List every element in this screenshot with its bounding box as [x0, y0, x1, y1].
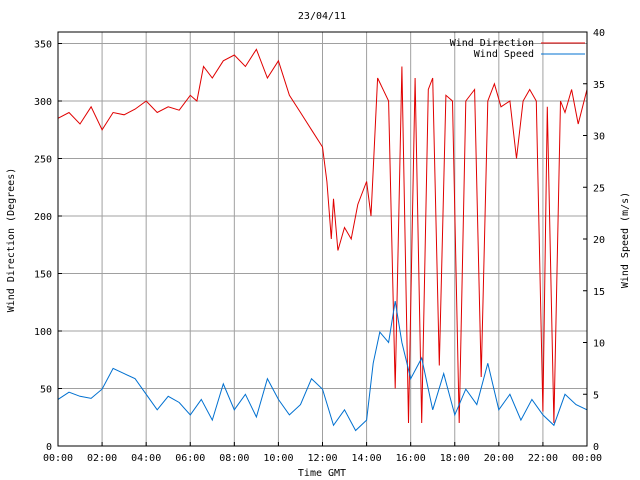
y2-tick-label-3: 15	[593, 287, 605, 298]
y-axis-label: Wind Direction (Degrees)	[6, 168, 17, 313]
y2-tick-label-1: 5	[593, 390, 599, 401]
x-tick-label-4: 08:00	[219, 453, 249, 464]
y2-tick-label-2: 10	[593, 339, 605, 350]
y2-tick-label-4: 20	[593, 235, 605, 246]
y-tick-label-4: 200	[34, 212, 52, 223]
y-tick-label-7: 350	[34, 40, 52, 51]
y-tick-label-6: 300	[34, 97, 52, 108]
x-axis-label: Time GMT	[298, 468, 346, 479]
y-tick-label-0: 0	[46, 442, 52, 453]
x-tick-label-2: 04:00	[131, 453, 161, 464]
series-layer	[57, 48, 588, 432]
x-tick-label-8: 16:00	[396, 453, 426, 464]
y2-tick-label-7: 35	[593, 80, 605, 91]
y2-tick-label-6: 30	[593, 132, 605, 143]
legend: Wind Direction Wind Speed	[450, 38, 585, 60]
tick-layer: 00:00 02:00 04:00 06:00 08:00 10:00 12:00 14:00…	[34, 28, 605, 464]
y-tick-label-5: 250	[34, 155, 52, 166]
y-tick-label-1: 50	[40, 385, 52, 396]
series-line-wind-direction	[57, 48, 588, 424]
chart-title: 23/04/11	[298, 11, 346, 22]
x-tick-label-7: 14:00	[352, 453, 382, 464]
legend-label-wind-direction: Wind Direction	[450, 38, 534, 49]
legend-label-wind-speed: Wind Speed	[474, 49, 534, 60]
x-tick-label-0: 00:00	[43, 453, 73, 464]
x-tick-label-5: 10:00	[263, 453, 293, 464]
y2-tick-label-0: 0	[593, 442, 599, 453]
x-tick-label-12: 00:00	[572, 453, 602, 464]
y2-axis-label: Wind Speed (m/s)	[620, 192, 631, 288]
series-line-wind-speed	[57, 301, 588, 432]
x-tick-label-10: 20:00	[484, 453, 514, 464]
y-tick-label-2: 100	[34, 327, 52, 338]
x-tick-label-11: 22:00	[528, 453, 558, 464]
x-tick-label-6: 12:00	[307, 453, 337, 464]
x-tick-label-9: 18:00	[440, 453, 470, 464]
x-tick-label-3: 06:00	[175, 453, 205, 464]
y2-tick-label-5: 25	[593, 183, 605, 194]
x-tick-label-1: 02:00	[87, 453, 117, 464]
y2-tick-label-8: 40	[593, 28, 605, 39]
y-tick-label-3: 150	[34, 270, 52, 281]
